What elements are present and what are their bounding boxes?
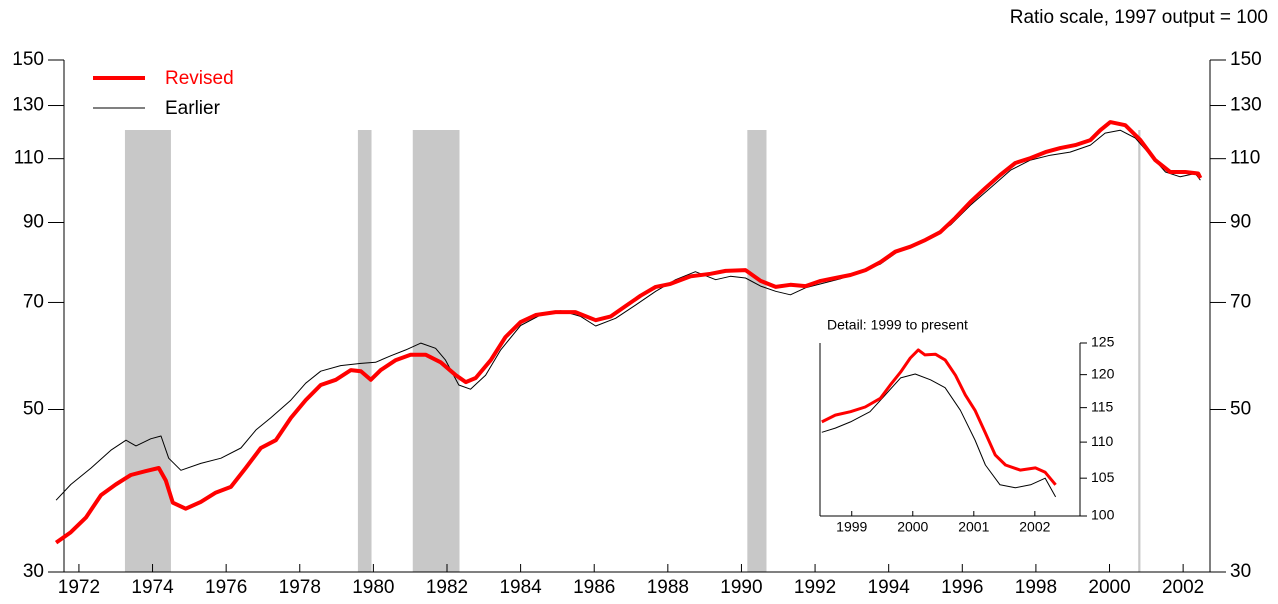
y-tick-label: 110 (1230, 148, 1260, 169)
series-line (54, 120, 1203, 545)
x-tick-label: 1976 (205, 577, 247, 598)
y-tick-label: 130 (12, 95, 44, 116)
y-tick-label: 120 (1091, 365, 1115, 381)
y-tick-label: 150 (1230, 49, 1262, 70)
x-tick-label: 1978 (279, 577, 321, 598)
series-line (821, 373, 1057, 498)
y-tick-label: 70 (23, 291, 44, 312)
y-tick-label: 90 (1230, 212, 1251, 233)
y-tick-label: 30 (23, 561, 44, 582)
y-tick-label: 105 (1091, 469, 1115, 485)
x-tick-label: 2000 (897, 519, 928, 535)
legend-label: Revised (165, 68, 234, 89)
x-tick-label: 2002 (1019, 519, 1050, 535)
x-tick-label: 2000 (1088, 577, 1130, 598)
recession-band (124, 130, 171, 572)
y-tick-label: 130 (1230, 95, 1262, 116)
y-tick-label: 115 (1091, 398, 1114, 414)
series-line (55, 129, 1201, 501)
inset-title: Detail: 1999 to present (827, 317, 968, 333)
x-tick-label: 1972 (58, 577, 100, 598)
x-tick-label: 1988 (647, 577, 689, 598)
y-tick-label: 100 (1091, 507, 1115, 523)
recession-band (747, 130, 767, 572)
x-tick-label: 1998 (1015, 577, 1057, 598)
x-tick-label: 1974 (131, 577, 174, 598)
y-tick-label: 110 (1091, 433, 1114, 449)
x-tick-label: 1990 (720, 577, 762, 598)
scale-note: Ratio scale, 1997 output = 100 (1010, 7, 1268, 28)
recession-band (1138, 130, 1141, 572)
x-tick-label: 1984 (499, 577, 542, 598)
y-tick-label: 50 (23, 399, 44, 420)
x-tick-label: 1992 (794, 577, 836, 598)
y-tick-label: 90 (23, 212, 44, 233)
recession-band (357, 130, 372, 572)
x-tick-label: 1994 (868, 577, 911, 598)
x-tick-label: 2002 (1162, 577, 1204, 598)
x-tick-label: 1996 (941, 577, 983, 598)
series-line (821, 348, 1057, 486)
x-tick-label: 2001 (958, 519, 989, 535)
y-tick-label: 30 (1230, 561, 1251, 582)
x-tick-label: 1999 (836, 519, 867, 535)
legend-label: Earlier (165, 98, 221, 119)
x-tick-label: 1982 (426, 577, 468, 598)
x-tick-label: 1980 (352, 577, 394, 598)
y-tick-label: 70 (1230, 291, 1251, 312)
y-tick-label: 125 (1091, 334, 1115, 350)
y-tick-label: 110 (14, 148, 44, 169)
x-tick-label: 1986 (573, 577, 615, 598)
y-tick-label: 50 (1230, 399, 1251, 420)
recession-band (412, 130, 460, 572)
y-tick-label: 150 (12, 49, 44, 70)
